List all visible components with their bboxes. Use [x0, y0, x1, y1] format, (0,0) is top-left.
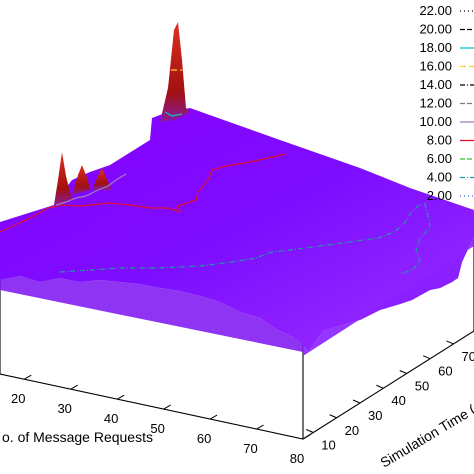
legend-label: 14.00 [419, 77, 452, 92]
legend-label: 16.00 [419, 59, 452, 74]
legend-label: 10.00 [419, 114, 452, 129]
legend-entry: 22.00 [419, 3, 474, 18]
legend-entry: 4.00 [427, 170, 474, 185]
legend-entry: 18.00 [419, 40, 474, 55]
x-tick-label: 70 [243, 441, 257, 456]
legend-label: 6.00 [427, 151, 452, 166]
surface-body [0, 22, 474, 356]
x-tick-mark [116, 394, 125, 400]
y-tick-label: 50 [415, 378, 429, 393]
contour-10 [55, 173, 127, 206]
x-tick-mark [70, 384, 78, 390]
peak-c [72, 165, 90, 195]
y-tick-label: 20 [345, 423, 359, 438]
peak-b [54, 152, 72, 205]
y-tick-label: 60 [438, 364, 452, 379]
x-tick-label: 40 [104, 411, 118, 426]
x-tick-mark [209, 414, 218, 420]
x-tick-mark [256, 424, 264, 430]
legend-label: 18.00 [419, 40, 452, 55]
legend-label: 4.00 [427, 170, 452, 185]
legend-entry: 2.00 [427, 188, 474, 203]
legend-entry: 16.00 [419, 59, 474, 74]
x-tick-label: 20 [11, 391, 25, 406]
legend-label: 20.00 [419, 22, 452, 37]
legend-label: 12.00 [419, 96, 452, 111]
x-tick-label: 30 [57, 401, 71, 416]
x-tick-label: 60 [197, 431, 211, 446]
y-axis-label: Simulation Time ( [377, 401, 474, 471]
peak-d [92, 168, 112, 190]
y-tick-label: 40 [391, 393, 405, 408]
y-tick-mark [446, 340, 454, 345]
y-tick-mark [376, 384, 384, 389]
y-tick-mark [352, 399, 361, 404]
x-tick-label: 50 [150, 421, 164, 436]
x-tick-mark [23, 374, 32, 380]
x-tick-mark [163, 404, 171, 410]
legend-label: 2.00 [427, 188, 452, 203]
y-axis: 10 20 30 40 50 60 70 Simulation Time ( [306, 340, 474, 471]
y-tick-label: 30 [368, 408, 382, 423]
legend-entry: 8.00 [427, 133, 474, 148]
contour-18 [164, 111, 183, 117]
y-tick-mark [329, 414, 337, 419]
legend-label: 22.00 [419, 3, 452, 18]
front-base-edge [0, 330, 474, 440]
x-tick-label: 80 [290, 451, 304, 466]
legend-entry: 12.00 [419, 96, 474, 111]
legend-entry: 20.00 [419, 22, 474, 37]
contour-4 [59, 203, 431, 275]
contour-8 [0, 153, 287, 233]
x-tick-mark [302, 434, 311, 440]
y-tick-mark [306, 429, 314, 433]
x-axis: 20 30 40 50 60 70 80 o. of Message Requests [2, 374, 311, 466]
surface-front-left-face [0, 276, 303, 352]
legend: 22.00 20.00 18.00 16.00 14.00 12.00 10.00 8.00 6… [419, 3, 474, 203]
y-tick-label: 10 [321, 438, 335, 453]
y-tick-mark [399, 370, 407, 374]
legend-label: 8.00 [427, 133, 452, 148]
legend-entry: 6.00 [427, 151, 474, 166]
legend-entry: 14.00 [419, 77, 474, 92]
peak-a [160, 22, 190, 122]
x-axis-label: o. of Message Requests [2, 429, 153, 445]
y-tick-mark [422, 355, 431, 360]
y-tick-label: 70 [461, 349, 474, 364]
surface-sheet [0, 108, 474, 352]
surface-front-right-face [303, 236, 474, 356]
legend-entry: 10.00 [419, 114, 474, 129]
